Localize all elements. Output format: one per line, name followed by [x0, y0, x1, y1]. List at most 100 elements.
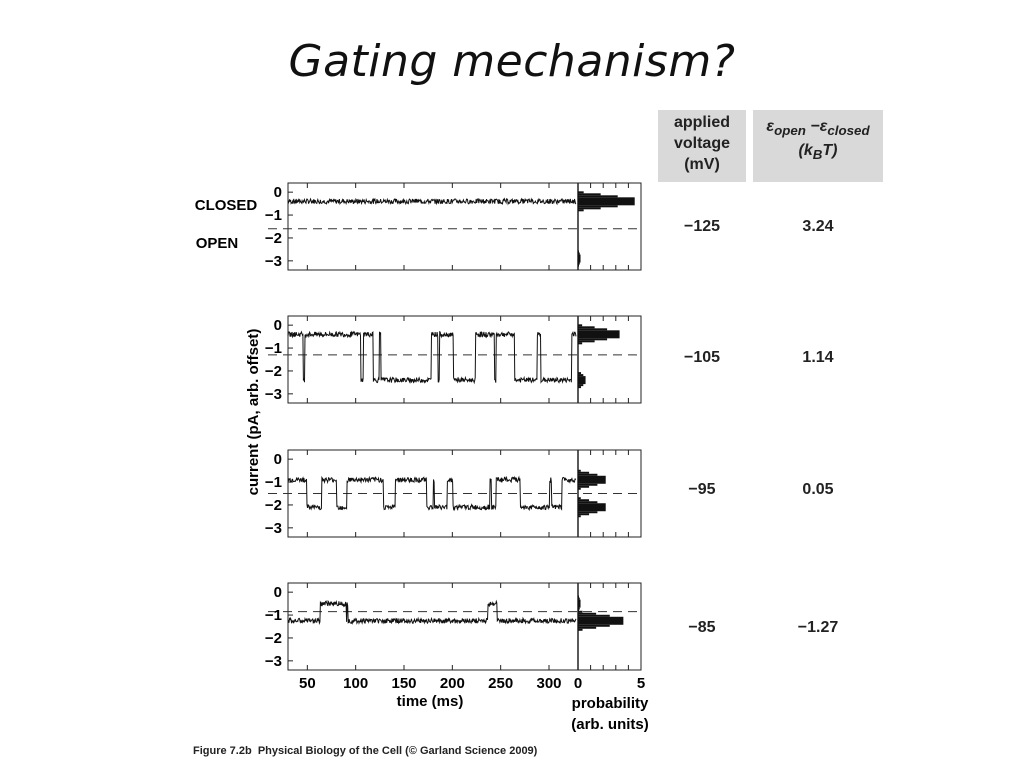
probability-tick-label: 0 — [574, 675, 582, 692]
histogram-bar — [578, 501, 598, 504]
y-tick-label: −1 — [265, 207, 282, 224]
histogram-bar — [578, 264, 580, 267]
units-subscript-b: B — [812, 147, 823, 163]
header-voltage-line-1: applied — [673, 114, 730, 131]
header-energy-difference: εopen −εclosed (kBT) — [753, 110, 883, 182]
histogram-bar — [578, 624, 610, 627]
x-tick-label: 200 — [440, 675, 465, 692]
panel-frame — [287, 582, 642, 671]
x-tick-label: 150 — [391, 675, 416, 692]
voltage-value: −125 — [683, 218, 721, 235]
y-tick-label: −2 — [265, 363, 282, 380]
histogram-bar — [578, 342, 583, 345]
units-t: T) — [822, 142, 838, 160]
x-tick-label: 50 — [299, 675, 316, 692]
probability-axis-label-line-2: (arb. units) — [571, 716, 649, 733]
figure-caption: Figure 7.2b Physical Biology of the Cell… — [193, 745, 537, 757]
histogram-bar — [578, 487, 581, 490]
histogram-bar — [578, 607, 580, 610]
histogram-bar — [578, 197, 635, 206]
epsilon-symbol: ε — [766, 118, 775, 135]
y-tick-label: −3 — [265, 386, 282, 403]
x-tick-label: 100 — [343, 675, 368, 692]
histogram-bar — [578, 262, 580, 265]
histogram-bar — [578, 386, 582, 389]
y-tick-label: −1 — [265, 607, 282, 624]
current-trace — [287, 475, 577, 512]
histogram-bar — [578, 252, 580, 255]
trace-panel: 0 −1 −2 −3 — [265, 582, 642, 671]
energy-value: 3.24 — [802, 218, 834, 235]
histogram-bar — [578, 612, 597, 615]
current-trace — [287, 197, 577, 206]
y-tick-label: −3 — [265, 653, 282, 670]
y-tick-label: 0 — [274, 451, 282, 468]
histogram-bar — [578, 195, 618, 198]
histogram-bar — [578, 205, 618, 208]
histogram-bar — [578, 609, 580, 612]
header-energy-line-2: (kBT) — [753, 142, 883, 162]
trace-panel: 0 −1 −2 −3 — [265, 315, 642, 404]
histogram-bar — [578, 513, 590, 516]
histogram-bar — [578, 515, 581, 518]
histogram-bar — [578, 250, 580, 253]
energy-value: 1.14 — [802, 349, 834, 366]
subscript-open: open — [774, 123, 806, 139]
histogram-bar — [578, 511, 598, 514]
caption-figure-label: Figure 7.2b — [193, 745, 252, 757]
probability-axis-label-line-1: probability — [572, 695, 649, 712]
header-energy-line-1: εopen −εclosed — [753, 118, 883, 138]
minus-epsilon: −ε — [805, 118, 828, 135]
histogram-bar — [578, 207, 601, 210]
probability-tick-label: 5 — [637, 675, 645, 692]
histogram-bar — [578, 191, 584, 194]
y-tick-label: −1 — [265, 340, 282, 357]
x-tick-label: 250 — [488, 675, 513, 692]
histogram-bar — [578, 628, 583, 631]
header-voltage-line-2: voltage — [673, 135, 730, 152]
histogram-bar — [578, 340, 595, 343]
y-tick-label: −1 — [265, 474, 282, 491]
y-tick-label: −2 — [265, 497, 282, 514]
histogram-bar — [578, 469, 581, 472]
histogram-bar — [578, 328, 608, 331]
histogram-bar — [578, 372, 582, 375]
slide-title: Gating mechanism? — [288, 36, 736, 87]
subscript-closed: closed — [827, 123, 870, 139]
histogram-bar — [578, 324, 583, 327]
histogram-bar — [578, 595, 580, 598]
x-axis-label: time (ms) — [397, 693, 464, 710]
histogram-bar — [578, 338, 608, 341]
header-voltage-line-3: (mV) — [684, 156, 720, 173]
histogram-bar — [578, 497, 581, 500]
histogram-bar — [578, 209, 584, 212]
y-tick-label: −3 — [265, 520, 282, 537]
histogram-bar — [578, 616, 624, 625]
caption-text: Physical Biology of the Cell (© Garland … — [257, 745, 538, 757]
histogram-bar — [578, 599, 581, 608]
histogram-bar — [578, 326, 595, 329]
open-state-label: OPEN — [196, 235, 239, 252]
histogram-bar — [578, 254, 581, 263]
y-tick-label: 0 — [274, 317, 282, 334]
closed-state-label: CLOSED — [195, 197, 258, 214]
panel-frame — [287, 315, 642, 404]
voltage-value: −105 — [683, 349, 721, 366]
current-trace — [287, 599, 577, 626]
histogram-bar — [578, 499, 590, 502]
y-tick-label: −2 — [265, 630, 282, 647]
current-trace — [287, 330, 577, 385]
energy-value: −1.27 — [797, 619, 839, 636]
trace-panel: 0 −1 −2 −3 — [265, 449, 642, 538]
histogram-bar — [578, 597, 580, 600]
histogram-bar — [578, 471, 590, 474]
units-k: (k — [798, 142, 813, 160]
y-tick-label: −2 — [265, 230, 282, 247]
histogram-bar — [578, 614, 610, 617]
histogram-bar — [578, 330, 620, 339]
voltage-value: −85 — [688, 619, 716, 636]
histogram-bar — [578, 193, 601, 196]
histogram-bar — [578, 483, 598, 486]
voltage-value: −95 — [688, 481, 716, 498]
